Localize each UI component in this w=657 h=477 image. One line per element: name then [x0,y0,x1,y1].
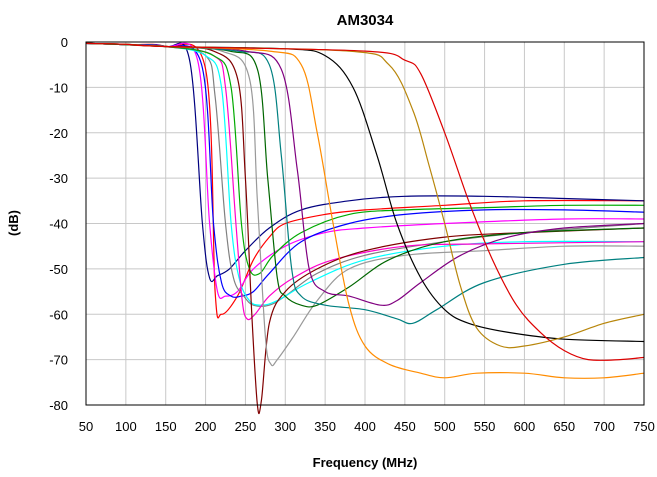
y-tick-label: -10 [49,80,68,95]
gridlines [86,42,644,405]
y-tick-label: -80 [49,398,68,413]
x-tick-label: 200 [195,419,217,434]
x-tick-label: 150 [155,419,177,434]
y-tick-label: -30 [49,171,68,186]
series-line-3 [85,42,645,299]
plot-frame [85,41,645,406]
x-tick-label: 550 [474,419,496,434]
x-tick-label: 450 [394,419,416,434]
x-tick-label: 100 [115,419,137,434]
x-tick-label: 600 [514,419,536,434]
x-tick-label: 250 [235,419,257,434]
x-tick-label: 350 [314,419,336,434]
x-tick-label: 500 [434,419,456,434]
x-axis-label: Frequency (MHz) [313,455,418,470]
x-tick-label: 400 [354,419,376,434]
y-axis-label: (dB) [6,210,21,236]
chart-title: AM3034 [337,12,394,29]
y-tick-label: -60 [49,307,68,322]
tick-labels: 50 100 150 200 250 300 350 400 450 500 550 600 650 70… [49,35,655,434]
x-tick-label: 650 [553,419,575,434]
y-tick-label: -20 [49,126,68,141]
y-tick-label: -50 [49,262,68,277]
x-tick-label: 750 [633,419,655,434]
series-line-17 [85,42,645,361]
series-line-2 [85,42,645,283]
series-lines [85,42,645,415]
series-line-14 [85,42,645,379]
series-line-1 [85,42,645,319]
x-tick-label: 700 [593,419,615,434]
y-tick-label: -40 [49,217,68,232]
y-tick-label: 0 [61,35,68,50]
x-tick-label: 50 [79,419,93,434]
y-tick-label: -70 [49,353,68,368]
x-tick-label: 300 [274,419,296,434]
